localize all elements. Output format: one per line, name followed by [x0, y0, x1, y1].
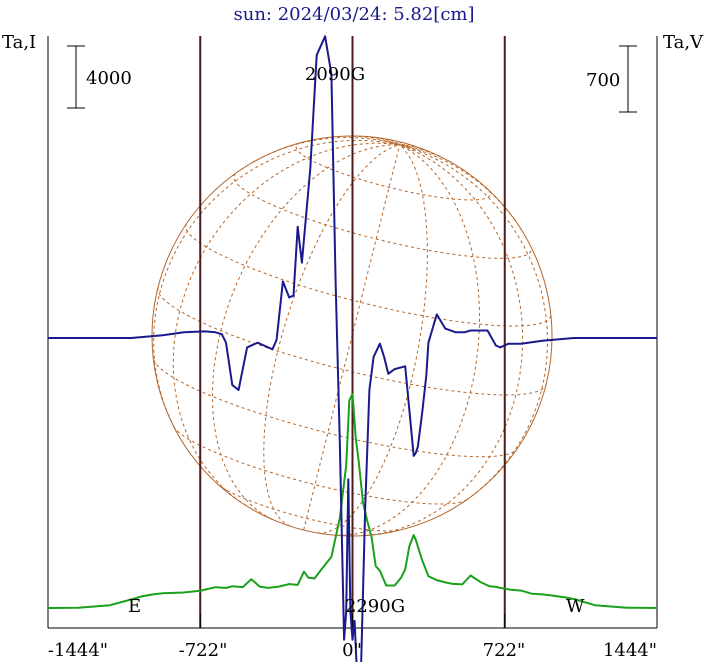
- right-scale-bar-label: 700: [586, 70, 620, 91]
- longitude-grid-line: [399, 144, 549, 505]
- top-field-annotation: 2090G: [305, 64, 365, 85]
- plot-frame: [47, 36, 658, 629]
- latitude-grid-line: [216, 483, 402, 532]
- longitude-grid-line: [251, 137, 400, 164]
- intensity-series-line: [47, 393, 658, 609]
- longitude-grid-line: [399, 144, 523, 231]
- x-tick-label: 1444": [603, 640, 657, 661]
- bottom-field-annotation: 2290G: [345, 596, 405, 617]
- longitude-grid-line: [153, 139, 400, 434]
- right-axis-label: Ta,V: [663, 32, 704, 53]
- series-layer: [47, 35, 658, 662]
- longitude-grid-line: [346, 135, 400, 146]
- longitude-grid-line: [172, 142, 400, 506]
- latitude-grid-line: [173, 426, 468, 505]
- longitude-grid-line: [212, 144, 400, 520]
- longitude-grid-line: [336, 144, 480, 536]
- polarization-series-line: [48, 35, 657, 662]
- longitude-grid-line: [399, 143, 411, 146]
- east-label: E: [128, 596, 141, 617]
- longitude-grid-line: [263, 144, 400, 527]
- x-tick-label: 0": [342, 640, 362, 661]
- longitude-grid-line: [399, 144, 427, 151]
- latitude-grid-line: [233, 173, 532, 259]
- latitude-grid-line: [295, 142, 491, 201]
- chart-title: sun: 2024/03/24: 5.82[cm]: [233, 4, 474, 25]
- longitude-grid-line: [389, 139, 400, 146]
- x-tick-label: -722": [179, 640, 228, 661]
- x-tick-label: -1444": [48, 640, 108, 661]
- left-scale-bar-label: 4000: [86, 68, 132, 89]
- west-label: W: [566, 596, 585, 617]
- left-axis-label: Ta,I: [2, 32, 36, 53]
- latitude-grid-line: [153, 359, 517, 458]
- x-tick-label: 722": [483, 640, 526, 661]
- longitude-grid-line: [366, 144, 524, 536]
- longitude-grid-line: [303, 144, 401, 531]
- longitude-grid-line: [399, 144, 451, 163]
- latitude-grid-line: [185, 223, 552, 327]
- longitude-grid-line: [373, 136, 400, 146]
- longitude-grid-line: [399, 141, 401, 146]
